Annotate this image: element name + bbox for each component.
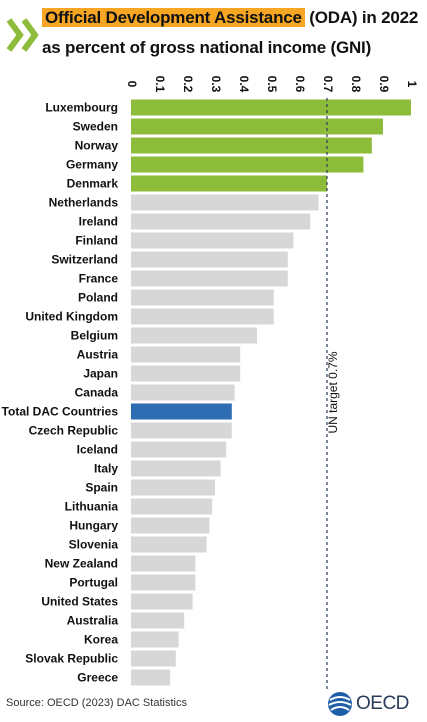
bar bbox=[131, 270, 288, 287]
bar bbox=[131, 593, 193, 610]
category-label: Luxembourg bbox=[45, 101, 118, 115]
bar bbox=[131, 612, 185, 629]
header: Official Development Assistance (ODA) in… bbox=[0, 0, 427, 70]
category-label: Korea bbox=[84, 633, 118, 647]
x-tick-label: 0.6 bbox=[293, 76, 307, 93]
oecd-globe-icon bbox=[328, 692, 352, 716]
x-tick-label: 0.9 bbox=[377, 76, 391, 93]
bar bbox=[131, 327, 257, 344]
category-label: Belgium bbox=[71, 329, 118, 343]
category-label: Slovenia bbox=[69, 538, 119, 552]
bar bbox=[131, 536, 207, 553]
category-label: Poland bbox=[78, 291, 118, 305]
bar bbox=[131, 251, 288, 268]
category-label: Japan bbox=[83, 367, 118, 381]
category-label: Hungary bbox=[69, 519, 118, 533]
category-label: Sweden bbox=[73, 120, 118, 134]
x-tick-label: 0.8 bbox=[349, 76, 363, 93]
category-label: Australia bbox=[67, 614, 119, 628]
category-label: Lithuania bbox=[65, 500, 119, 514]
bar bbox=[131, 631, 179, 648]
x-tick-label: 0.2 bbox=[181, 76, 195, 93]
bar bbox=[131, 137, 372, 154]
category-label: Norway bbox=[75, 139, 119, 153]
bar bbox=[131, 213, 311, 230]
category-label: Finland bbox=[75, 234, 118, 248]
x-tick-label: 0.7 bbox=[321, 76, 335, 93]
category-label: Ireland bbox=[79, 215, 118, 229]
bar bbox=[131, 289, 274, 306]
bar bbox=[131, 346, 241, 363]
title-highlight: Official Development Assistance bbox=[42, 8, 305, 27]
bar bbox=[131, 384, 235, 401]
category-label: Italy bbox=[94, 462, 118, 476]
bar bbox=[131, 99, 411, 116]
chevrons-icon bbox=[6, 18, 39, 52]
x-tick-label: 0.1 bbox=[153, 76, 167, 93]
bar bbox=[131, 194, 319, 211]
category-label: Spain bbox=[85, 481, 118, 495]
bar-chart: 0 0.1 0.2 0.3 0.4 0.5 0.6 0.7 0.8 0.9 1 Luxembourg S… bbox=[2, 76, 419, 692]
title-rest: (ODA) in 2022 bbox=[304, 8, 419, 27]
bar bbox=[131, 498, 213, 515]
bar bbox=[131, 175, 327, 192]
x-tick-label: 0.4 bbox=[237, 76, 251, 93]
category-label: Greece bbox=[77, 671, 118, 685]
bar bbox=[131, 403, 232, 420]
target-label: UN target 0.7% bbox=[326, 351, 340, 433]
category-label: United Kingdom bbox=[25, 310, 118, 324]
x-tick-label: 0.5 bbox=[265, 76, 279, 93]
category-label: France bbox=[79, 272, 119, 286]
bar bbox=[131, 422, 232, 439]
bar bbox=[131, 479, 215, 496]
category-label: Canada bbox=[75, 386, 119, 400]
bar bbox=[131, 669, 171, 686]
category-label: Switzerland bbox=[51, 253, 118, 267]
bar bbox=[131, 441, 227, 458]
category-label: Portugal bbox=[69, 576, 118, 590]
page-subtitle: as percent of gross national income (GNI… bbox=[42, 38, 372, 57]
x-tick-label: 0.3 bbox=[209, 76, 223, 93]
category-label: Czech Republic bbox=[29, 424, 119, 438]
x-tick-label: 0 bbox=[125, 81, 139, 88]
oecd-logo-text: OECD bbox=[356, 693, 409, 714]
bar bbox=[131, 308, 274, 325]
bar bbox=[131, 156, 364, 173]
bar bbox=[131, 460, 221, 477]
x-tick-label: 1 bbox=[405, 81, 419, 88]
bar bbox=[131, 232, 294, 249]
bar bbox=[131, 555, 196, 572]
category-label: Netherlands bbox=[49, 196, 119, 210]
category-label: Iceland bbox=[77, 443, 118, 457]
category-label: Total DAC Countries bbox=[2, 405, 119, 419]
category-label: United States bbox=[41, 595, 118, 609]
category-label: Germany bbox=[66, 158, 118, 172]
source-note: Source: OECD (2023) DAC Statistics bbox=[6, 697, 187, 709]
bar bbox=[131, 118, 383, 135]
category-label: New Zealand bbox=[45, 557, 118, 571]
page-title: Official Development Assistance (ODA) in… bbox=[42, 4, 418, 32]
bar bbox=[131, 650, 176, 667]
bar bbox=[131, 365, 241, 382]
bar bbox=[131, 517, 210, 534]
category-label: Austria bbox=[77, 348, 119, 362]
category-label: Slovak Republic bbox=[25, 652, 118, 666]
category-label: Denmark bbox=[67, 177, 119, 191]
bar bbox=[131, 574, 196, 591]
